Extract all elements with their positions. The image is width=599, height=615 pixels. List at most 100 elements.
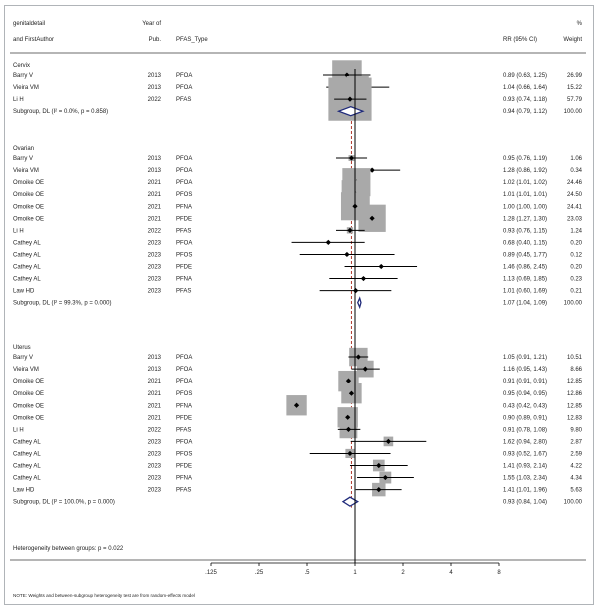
x-tick-label: .125 — [205, 570, 217, 576]
study-weight: 1.24 — [570, 228, 582, 234]
point-estimate — [360, 275, 367, 282]
study-pfas-type: PFOA — [176, 439, 192, 445]
point-estimate — [345, 426, 352, 432]
study-year: 2021 — [148, 204, 162, 210]
x-tick-label: 2 — [401, 570, 405, 576]
study-year: 2023 — [148, 240, 162, 246]
study-year: 2021 — [148, 379, 162, 385]
study-weight: 0.20 — [570, 265, 582, 271]
study-pfas-type: PFAS — [176, 289, 191, 295]
study-author: Cathey AL — [13, 464, 41, 470]
point-estimate — [353, 288, 359, 294]
study-author: Barry V — [13, 73, 33, 79]
study-rr-ci: 0.93 (0.76, 1.15) — [503, 228, 547, 234]
study-weight: 12.86 — [567, 391, 583, 397]
study-author: Omoike OE — [13, 204, 44, 210]
study-author: Cathey AL — [13, 476, 41, 482]
study-rr-ci: 1.13 (0.69, 1.85) — [503, 277, 547, 283]
study-year: 2021 — [148, 391, 162, 397]
study-author: Vieira VM — [13, 367, 39, 373]
study-author: Vieira VM — [13, 168, 39, 174]
study-weight: 23.03 — [567, 216, 583, 222]
study-author: Cathey AL — [13, 252, 41, 258]
study-pfas-type: PFDE — [176, 265, 192, 271]
footnote: NOTE: Weights and between-subgroup heter… — [13, 593, 195, 598]
study-pfas-type: PFOS — [176, 451, 192, 457]
study-pfas-type: PFNA — [176, 476, 192, 482]
subgroup-diamond — [357, 296, 362, 310]
study-author: Cathey AL — [13, 277, 41, 283]
group-label: Uterus — [13, 345, 31, 351]
study-rr-ci: 0.93 (0.74, 1.18) — [503, 97, 547, 103]
study-year: 2021 — [148, 180, 162, 186]
subgroup-label: Subgroup, DL (I² = 99.3%, p = 0.000) — [13, 301, 112, 307]
study-weight: 24.50 — [567, 192, 583, 198]
study-pfas-type: PFOS — [176, 391, 192, 397]
study-rr-ci: 1.62 (0.94, 2.80) — [503, 439, 547, 445]
study-author: Law HD — [13, 488, 35, 494]
study-rr-ci: 0.95 (0.76, 1.19) — [503, 156, 547, 162]
study-weight: 1.06 — [570, 156, 582, 162]
header-year-line1: Year of — [142, 21, 161, 27]
subgroup-weight: 100.00 — [564, 500, 583, 506]
study-year: 2021 — [148, 216, 162, 222]
point-estimate — [369, 215, 375, 221]
study-pfas-type: PFDE — [176, 415, 192, 421]
study-author: Law HD — [13, 289, 35, 295]
study-author: Omoike OE — [13, 415, 44, 421]
study-rr-ci: 1.16 (0.95, 1.43) — [503, 367, 547, 373]
header-weight: Weight — [563, 37, 582, 43]
subgroup-label: Subgroup, DL (I² = 100.0%, p = 0.000) — [13, 500, 115, 506]
subgroup-rr-ci: 0.93 (0.84, 1.04) — [503, 500, 547, 506]
subgroup-weight: 100.00 — [564, 109, 583, 115]
x-tick-label: 8 — [497, 570, 501, 576]
point-estimate — [344, 251, 350, 258]
study-year: 2013 — [148, 156, 162, 162]
header-author-line2: and FirstAuthor — [13, 37, 54, 43]
point-estimate — [345, 378, 352, 384]
study-pfas-type: PFAS — [176, 97, 191, 103]
study-weight: 2.87 — [570, 439, 582, 445]
study-rr-ci: 0.89 (0.45, 1.77) — [503, 252, 547, 258]
point-estimate — [382, 474, 388, 481]
header-weight-pct: % — [577, 21, 583, 27]
study-pfas-type: PFOA — [176, 168, 192, 174]
study-author: Barry V — [13, 355, 33, 361]
study-year: 2023 — [148, 451, 162, 457]
study-weight: 24.46 — [567, 180, 583, 186]
study-rr-ci: 1.01 (1.01, 1.01) — [503, 192, 547, 198]
study-pfas-type: PFAS — [176, 228, 191, 234]
study-author: Omoike OE — [13, 391, 44, 397]
study-rr-ci: 0.43 (0.42, 0.43) — [503, 403, 547, 409]
forest-rows: Cervix Barry V 2013 PFOA 0.89 (0.63, 1.25) 26… — [13, 60, 583, 563]
subgroup-rr-ci: 0.94 (0.79, 1.12) — [503, 109, 547, 115]
study-year: 2013 — [148, 73, 162, 79]
study-pfas-type: PFNA — [176, 204, 192, 210]
point-estimate — [385, 438, 392, 444]
study-rr-ci: 0.90 (0.89, 0.91) — [503, 415, 547, 421]
x-axis: .125 .25 .5 1 2 4 8 — [205, 562, 501, 576]
x-tick-label: .25 — [255, 570, 264, 576]
study-year: 2021 — [148, 192, 162, 198]
study-year: 2013 — [148, 85, 162, 91]
study-weight: 0.23 — [570, 277, 582, 283]
header-author-line1: genitaldetail — [13, 21, 45, 27]
study-pfas-type: PFDE — [176, 464, 192, 470]
study-rr-ci: 0.93 (0.52, 1.67) — [503, 451, 547, 457]
point-estimate — [376, 462, 382, 469]
header-pfas-type: PFAS_Type — [176, 37, 208, 43]
study-weight: 8.66 — [570, 367, 582, 373]
subgroup-weight: 100.00 — [564, 301, 583, 307]
x-tick-label: .5 — [304, 570, 310, 576]
study-author: Cathey AL — [13, 439, 41, 445]
study-author: Li H — [13, 228, 24, 234]
subgroup-label: Subgroup, DL (I² = 0.0%, p = 0.858) — [13, 109, 108, 115]
subgroup-rr-ci: 1.07 (1.04, 1.09) — [503, 301, 547, 307]
group-label: Ovarian — [13, 146, 34, 152]
point-estimate — [362, 366, 368, 372]
study-rr-ci: 0.91 (0.78, 1.08) — [503, 427, 547, 433]
study-year: 2023 — [148, 439, 162, 445]
header-rr-ci: RR (95% CI) — [503, 37, 537, 43]
study-rr-ci: 0.68 (0.40, 1.15) — [503, 240, 547, 246]
